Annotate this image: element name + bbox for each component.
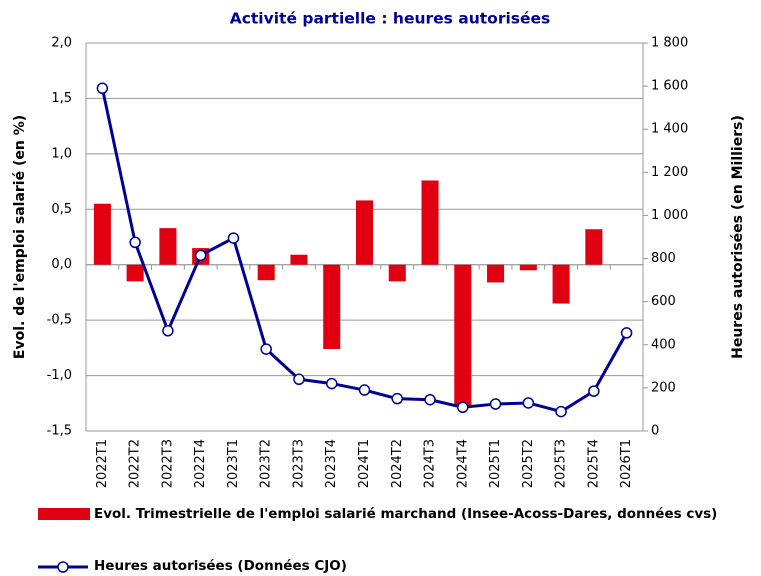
bar: [487, 264, 505, 283]
marker: [555, 405, 567, 418]
x-tick-label: 2026T1: [619, 439, 634, 488]
marker: [522, 397, 535, 409]
bar: [585, 229, 603, 265]
legend-swatch-bar: [38, 508, 90, 520]
y2-tick-label: 400: [651, 337, 676, 352]
marker: [194, 249, 207, 262]
y2-tick-label: 200: [651, 380, 676, 395]
bar: [421, 180, 439, 265]
y-tick-label: 0,5: [51, 202, 72, 217]
x-tick-label: 2025T2: [521, 439, 536, 488]
marker: [588, 385, 600, 397]
chart-title: Activité partielle : heures autorisées: [230, 10, 551, 28]
x-tick-label: 2024T2: [390, 439, 405, 488]
bar: [552, 264, 570, 304]
y2-tick-label: 1 600: [651, 79, 688, 94]
x-tick-label: 2023T2: [259, 439, 274, 488]
marker: [325, 377, 338, 390]
x-tick-label: 2024T3: [423, 439, 438, 488]
x-tick-label: 2023T3: [291, 439, 306, 488]
marker: [96, 82, 109, 95]
y-axis-title: Evol. de l'emploi salarié (en %): [12, 115, 28, 359]
marker: [391, 392, 404, 405]
x-tick-label: 2022T1: [95, 439, 110, 488]
y2-tick-label: 1 200: [651, 165, 688, 180]
y2-tick-label: 1 800: [651, 36, 688, 51]
y2-axis-title: Heures autorisées (en Milliers): [730, 115, 746, 359]
y-tick-label: 2,0: [51, 36, 72, 51]
marker: [620, 327, 633, 339]
x-tick-label: 2022T4: [193, 439, 208, 488]
x-tick-label: 2024T4: [455, 439, 470, 488]
marker: [129, 236, 141, 249]
marker: [358, 384, 371, 396]
y-tick-label: 0,0: [51, 257, 72, 272]
x-tick-label: 2024T1: [357, 439, 372, 488]
legend-swatch-marker: [57, 561, 69, 573]
legend-label: Heures autorisées (Données CJO): [94, 558, 347, 574]
x-tick-label: 2022T3: [160, 439, 175, 488]
y2-tick-label: 800: [651, 251, 676, 266]
x-tick-label: 2025T1: [488, 439, 503, 488]
x-tick-label: 2023T4: [324, 439, 339, 488]
y2-tick-label: 600: [651, 294, 676, 309]
y-tick-label: -1,5: [47, 424, 72, 439]
marker: [162, 325, 174, 337]
y-tick-label: -1,0: [47, 368, 72, 383]
y-tick-label: 1,0: [51, 146, 72, 161]
bar: [519, 264, 537, 271]
bar: [388, 264, 406, 282]
x-tick-label: 2025T3: [554, 439, 569, 488]
bar: [290, 254, 308, 265]
y2-tick-label: 1 000: [651, 208, 688, 223]
marker: [457, 401, 469, 414]
y-tick-label: -0,5: [47, 313, 72, 328]
y2-tick-label: 1 400: [651, 122, 688, 137]
marker: [227, 232, 240, 244]
bar: [323, 264, 341, 349]
x-tick-label: 2022T2: [128, 439, 143, 488]
y2-tick-label: 0: [651, 424, 659, 439]
bar: [159, 228, 177, 265]
y-tick-label: 1,5: [51, 91, 72, 106]
legend-label: Evol. Trimestrielle de l'emploi salarié …: [94, 506, 718, 522]
bar: [355, 200, 374, 265]
bar: [454, 264, 472, 407]
marker: [424, 393, 436, 406]
marker: [260, 343, 272, 355]
bar: [93, 203, 111, 265]
x-tick-label: 2025T4: [586, 439, 601, 488]
x-tick-label: 2023T1: [226, 439, 241, 488]
marker: [489, 398, 502, 410]
bar: [257, 264, 275, 281]
bar: [126, 264, 144, 282]
marker: [293, 373, 305, 386]
